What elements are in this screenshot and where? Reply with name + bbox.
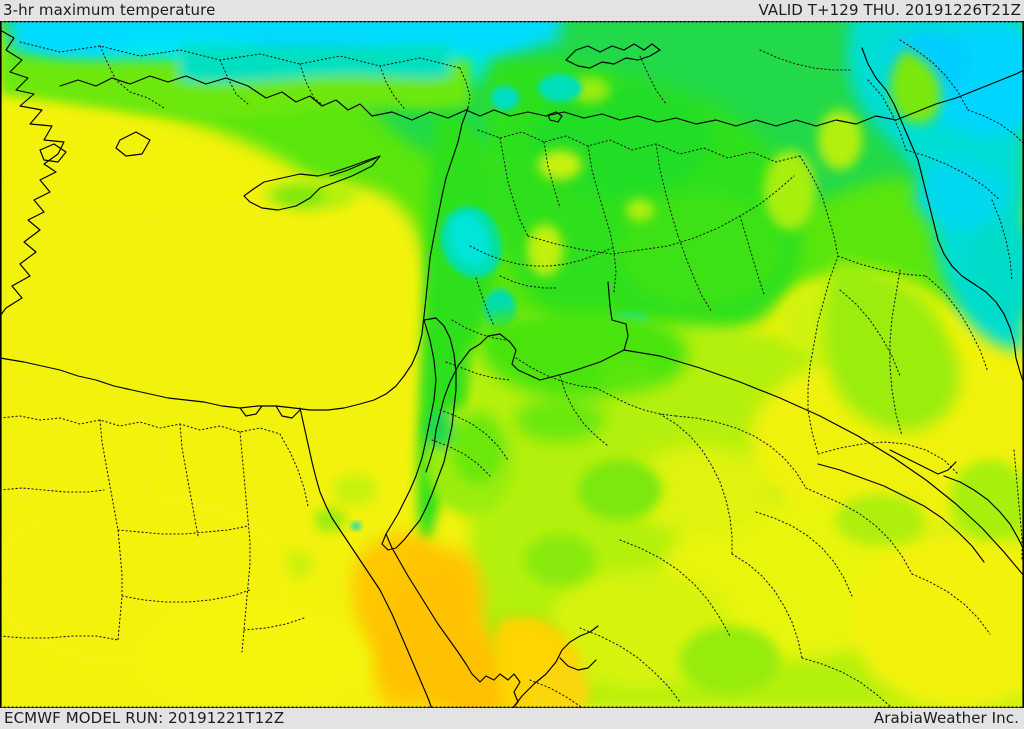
field-syria-yellowgreen-patches <box>527 77 862 276</box>
field-ne-green-band <box>824 260 960 431</box>
field-jordan-green-tongue <box>477 309 688 442</box>
field-zagros-green-tongue <box>890 50 941 124</box>
field-egypt-warm <box>0 370 370 709</box>
temperature-shading-group <box>0 20 1024 709</box>
page-title: 3-hr maximum temperature <box>3 1 216 19</box>
field-cyprus-mild <box>264 178 356 212</box>
footer-bar: ECMWF MODEL RUN: 20191221T12Z ArabiaWeat… <box>0 708 1024 729</box>
temperature-field-svg <box>0 20 1024 709</box>
field-redsea-hot-core <box>384 570 466 690</box>
weather-map-canvas[interactable] <box>0 20 1024 709</box>
field-sinai-green <box>277 405 515 579</box>
model-run-label: ECMWF MODEL RUN: 20191221T12Z <box>4 709 285 727</box>
field-zagros-cold <box>847 20 1024 350</box>
field-sinai-cool-dot <box>351 522 361 530</box>
coastline-and-borders <box>0 29 1024 709</box>
valid-time-label: VALID T+129 THU. 20191226T21Z <box>758 1 1021 19</box>
admin-boundaries-group <box>0 39 1024 709</box>
field-turkey-coast-green <box>0 46 470 119</box>
header-bar: 3-hr maximum temperature VALID T+129 THU… <box>0 0 1024 21</box>
provider-label: ArabiaWeather Inc. <box>873 709 1019 727</box>
